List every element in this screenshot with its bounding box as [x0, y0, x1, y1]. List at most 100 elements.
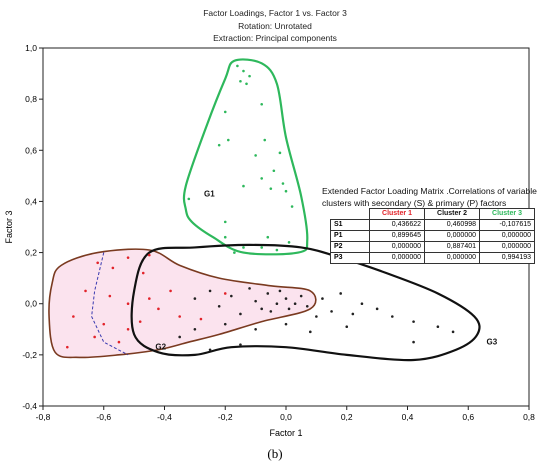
data-point [436, 325, 440, 329]
data-point [217, 304, 221, 308]
x-tick-label: 0,6 [462, 412, 474, 422]
row-label: S1 [330, 219, 370, 231]
data-point [287, 241, 291, 244]
x-tick-label: -0,6 [96, 412, 111, 422]
table-row: S1 0,436622 0,460998 -0,107615 [330, 219, 535, 231]
data-point [321, 297, 324, 300]
data-point [84, 289, 87, 293]
data-point [278, 289, 282, 293]
data-point [126, 302, 130, 306]
table-cell: 0,000000 [479, 230, 535, 242]
data-point [223, 292, 227, 295]
data-point [208, 289, 212, 293]
data-point [260, 102, 264, 106]
data-point [351, 312, 355, 316]
data-point [293, 302, 297, 306]
y-tick-label: 0,2 [25, 248, 37, 258]
table-cell: 0,899645 [369, 230, 425, 242]
data-point [290, 205, 294, 208]
data-point [339, 292, 342, 295]
inset-table-title: Extended Factor Loading Matrix .Correlat… [322, 186, 537, 208]
y-tick-label: 1,0 [25, 43, 37, 53]
y-tick-label: 0,6 [25, 145, 37, 155]
data-point [239, 343, 242, 346]
chart-subtitle-rotation: Rotation: Unrotated [238, 21, 312, 31]
data-point [278, 151, 282, 155]
g2-dashed-divider [91, 252, 129, 356]
data-point [451, 330, 455, 334]
data-point [178, 335, 181, 339]
data-point [254, 299, 257, 303]
data-point [284, 297, 288, 300]
table-cell: 0,000000 [424, 252, 480, 264]
data-point [266, 235, 270, 239]
col-header-cluster-1: Cluster 1 [369, 208, 425, 220]
data-point [281, 182, 285, 185]
col-header-cluster-3: Cluster 3 [479, 208, 535, 220]
data-point [315, 315, 318, 318]
row-label: P1 [330, 230, 370, 242]
y-tick-label: -0,2 [22, 350, 37, 360]
data-point [254, 327, 257, 331]
data-point [269, 310, 273, 313]
data-point [178, 315, 181, 318]
data-point [93, 335, 96, 339]
y-tick-label: -0,4 [22, 401, 37, 411]
data-point [305, 304, 309, 308]
data-point [148, 253, 151, 257]
row-label: P2 [330, 241, 370, 253]
data-point [260, 307, 264, 311]
data-point [272, 169, 276, 173]
x-tick-label: -0,4 [157, 412, 172, 422]
table-cell: 0,000000 [369, 252, 425, 264]
x-tick-label: 0,4 [402, 412, 414, 422]
table-corner [330, 208, 370, 220]
data-point [242, 246, 245, 249]
table-cell: 0,887401 [424, 241, 480, 253]
data-point [299, 294, 303, 298]
data-point [66, 345, 69, 349]
data-point [242, 69, 245, 73]
data-point [245, 82, 248, 86]
data-point [263, 138, 267, 142]
data-point [138, 320, 142, 323]
data-point [223, 220, 227, 224]
cluster-g1-label: G1 [204, 189, 215, 198]
data-point [157, 307, 160, 311]
data-point [236, 64, 239, 68]
data-point [230, 294, 233, 298]
data-point [284, 322, 288, 326]
data-point [375, 307, 379, 311]
data-point [260, 177, 264, 180]
cluster-g2-label: G2 [155, 343, 166, 352]
cluster-g2-outline [48, 248, 317, 359]
data-point [287, 307, 291, 311]
data-point [275, 302, 279, 306]
row-label: P3 [330, 252, 370, 264]
data-point [223, 110, 227, 114]
y-tick-label: 0,8 [25, 94, 37, 104]
data-point [242, 184, 245, 188]
data-point [126, 256, 130, 259]
table-cell: 0,000000 [369, 241, 425, 253]
data-point [345, 325, 349, 329]
figure-caption: (b) [267, 446, 283, 461]
x-tick-label: -0,2 [218, 412, 233, 422]
y-axis-label: Factor 3 [4, 210, 14, 243]
data-point [330, 310, 333, 313]
data-point [254, 154, 257, 157]
data-point [360, 302, 364, 306]
data-point [126, 327, 130, 331]
cluster-g3-label: G3 [486, 338, 497, 347]
data-point [284, 189, 288, 193]
cluster-g3-outline [130, 243, 481, 362]
data-point [239, 312, 242, 316]
data-point [111, 266, 115, 270]
data-point [269, 187, 273, 190]
data-point [223, 322, 227, 326]
data-point [208, 348, 212, 352]
table-row: P1 0,899645 0,000000 0,000000 [330, 230, 535, 242]
data-point [260, 246, 264, 249]
